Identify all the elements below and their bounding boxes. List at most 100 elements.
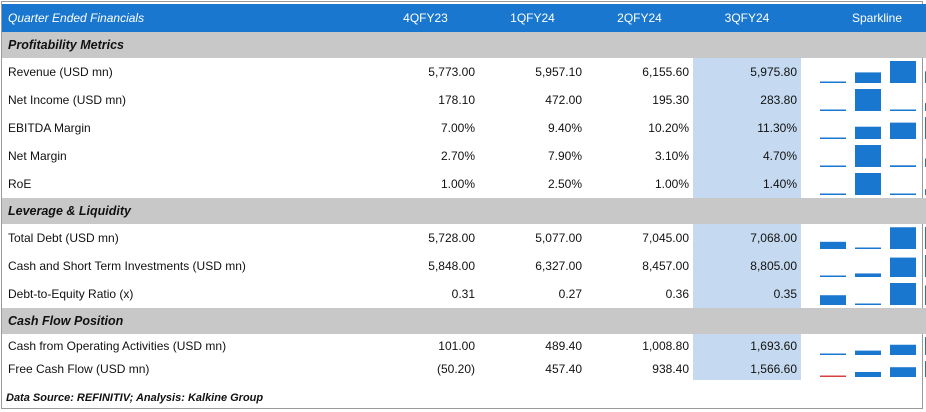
value-cell: 195.30 xyxy=(652,93,689,107)
value-cell-highlight: 0.35 xyxy=(693,280,801,308)
value-cell: 489.40 xyxy=(545,339,582,353)
value-cell: 7.00% xyxy=(440,121,475,135)
value-cell: 457.40 xyxy=(545,362,582,376)
row-label: Net Margin xyxy=(8,149,67,163)
row-label: EBITDA Margin xyxy=(8,121,91,135)
sparkline-bar xyxy=(890,283,916,305)
sparkline-bar xyxy=(890,61,916,83)
row-label: Total Debt (USD mn) xyxy=(8,231,119,245)
sparkline xyxy=(801,58,926,86)
section-title: Cash Flow Position xyxy=(2,308,926,334)
value-cell: 8,457.00 xyxy=(642,259,689,273)
sparkline xyxy=(801,252,926,280)
sparkline-bar xyxy=(855,173,881,195)
value-cell-highlight: 1,566.60 xyxy=(693,358,801,380)
value-cell: 101.00 xyxy=(438,339,475,353)
sparkline-bar xyxy=(820,353,846,355)
sparkline-bar xyxy=(820,295,846,305)
column-header: 4QFY23 xyxy=(372,4,479,32)
value-cell-highlight: 7,068.00 xyxy=(693,224,801,252)
sparkline-bar xyxy=(855,126,881,139)
value-cell: 7,045.00 xyxy=(642,231,689,245)
sparkline-svg xyxy=(820,61,926,83)
table-row: Revenue (USD mn) 5,773.00 5,957.10 6,155… xyxy=(2,58,926,86)
value-cell: 0.36 xyxy=(665,287,689,301)
sparkline-svg xyxy=(820,227,926,249)
value-cell: 5,848.00 xyxy=(428,259,475,273)
sparkline-svg xyxy=(820,117,926,139)
column-header: 1QFY24 xyxy=(479,4,586,32)
column-header: 2QFY24 xyxy=(586,4,693,32)
value-cell: 5,728.00 xyxy=(428,231,475,245)
table-row: Free Cash Flow (USD mn) (50.20) 457.40 9… xyxy=(2,358,926,380)
sparkline-bar xyxy=(890,257,916,277)
sparkline-bar xyxy=(890,109,916,111)
sparkline-bar xyxy=(855,89,881,111)
sparkline-bar xyxy=(855,145,881,167)
sparkline-bar xyxy=(820,137,846,139)
sparkline-bar xyxy=(855,350,881,355)
value-cell-highlight: 1.40% xyxy=(693,170,801,198)
sparkline-header: Sparkline xyxy=(801,4,926,32)
sparkline xyxy=(801,114,926,142)
sparkline-bar xyxy=(890,193,916,195)
value-cell: 0.27 xyxy=(558,287,582,301)
sparkline-bar xyxy=(855,273,881,277)
sparkline-bar xyxy=(855,247,881,249)
sparkline-svg xyxy=(820,173,926,195)
row-label: Cash and Short Term Investments (USD mn) xyxy=(8,259,246,273)
value-cell: 178.10 xyxy=(438,93,475,107)
column-header: 3QFY24 xyxy=(693,4,801,32)
value-cell: 2.70% xyxy=(440,149,475,163)
table-row: RoE 1.00% 2.50% 1.00% 1.40% xyxy=(2,170,926,198)
value-cell: 5,957.10 xyxy=(535,65,582,79)
table-row: Cash from Operating Activities (USD mn) … xyxy=(2,334,926,358)
value-cell: 3.10% xyxy=(654,149,689,163)
sparkline-svg xyxy=(820,255,926,277)
section-header: Leverage & Liquidity xyxy=(2,198,926,224)
sparkline xyxy=(801,224,926,252)
sparkline-bar xyxy=(890,367,916,377)
sparkline-bar xyxy=(820,241,846,249)
value-cell: 6,155.60 xyxy=(642,65,689,79)
value-cell: 2.50% xyxy=(547,177,582,191)
table-title: Quarter Ended Financials xyxy=(2,4,372,32)
value-cell-highlight: 283.80 xyxy=(693,86,801,114)
row-label: Revenue (USD mn) xyxy=(8,65,113,79)
value-cell: 9.40% xyxy=(547,121,582,135)
value-cell-highlight: 8,805.00 xyxy=(693,252,801,280)
sparkline-bar xyxy=(855,371,881,377)
sparkline-bar xyxy=(855,72,881,83)
section-header: Profitability Metrics xyxy=(2,32,926,58)
value-cell: 7.90% xyxy=(547,149,582,163)
sparkline xyxy=(801,280,926,308)
header-row: Quarter Ended Financials 4QFY23 1QFY24 2… xyxy=(2,4,926,32)
value-cell-highlight: 11.30% xyxy=(693,114,801,142)
value-cell: 6,327.00 xyxy=(535,259,582,273)
sparkline-svg xyxy=(820,361,926,377)
value-cell: 5,077.00 xyxy=(535,231,582,245)
section-title: Leverage & Liquidity xyxy=(2,198,926,224)
value-cell: 5,773.00 xyxy=(428,65,475,79)
row-label: Net Income (USD mn) xyxy=(8,93,127,107)
sparkline xyxy=(801,142,926,170)
value-cell: 1,008.80 xyxy=(642,339,689,353)
row-label: Debt-to-Equity Ratio (x) xyxy=(8,287,134,301)
sparkline-svg xyxy=(820,337,926,355)
sparkline-svg xyxy=(820,145,926,167)
table-row: Net Income (USD mn) 178.10 472.00 195.30… xyxy=(2,86,926,114)
sparkline-bar xyxy=(820,109,846,111)
value-cell: 1.00% xyxy=(654,177,689,191)
table-row: Debt-to-Equity Ratio (x) 0.31 0.27 0.36 … xyxy=(2,280,926,308)
value-cell-highlight: 5,975.80 xyxy=(693,58,801,86)
table-row: Cash and Short Term Investments (USD mn)… xyxy=(2,252,926,280)
sparkline-bar xyxy=(855,303,881,305)
sparkline-bar xyxy=(890,165,916,167)
sparkline xyxy=(801,86,926,114)
data-source-footer: Data Source: REFINITIV; Analysis: Kalkin… xyxy=(6,392,264,404)
value-cell-highlight: 1,693.60 xyxy=(693,334,801,358)
row-label: Free Cash Flow (USD mn) xyxy=(8,362,150,376)
sparkline xyxy=(801,358,926,380)
table-row: EBITDA Margin 7.00% 9.40% 10.20% 11.30% xyxy=(2,114,926,142)
sparkline-bar xyxy=(820,165,846,167)
